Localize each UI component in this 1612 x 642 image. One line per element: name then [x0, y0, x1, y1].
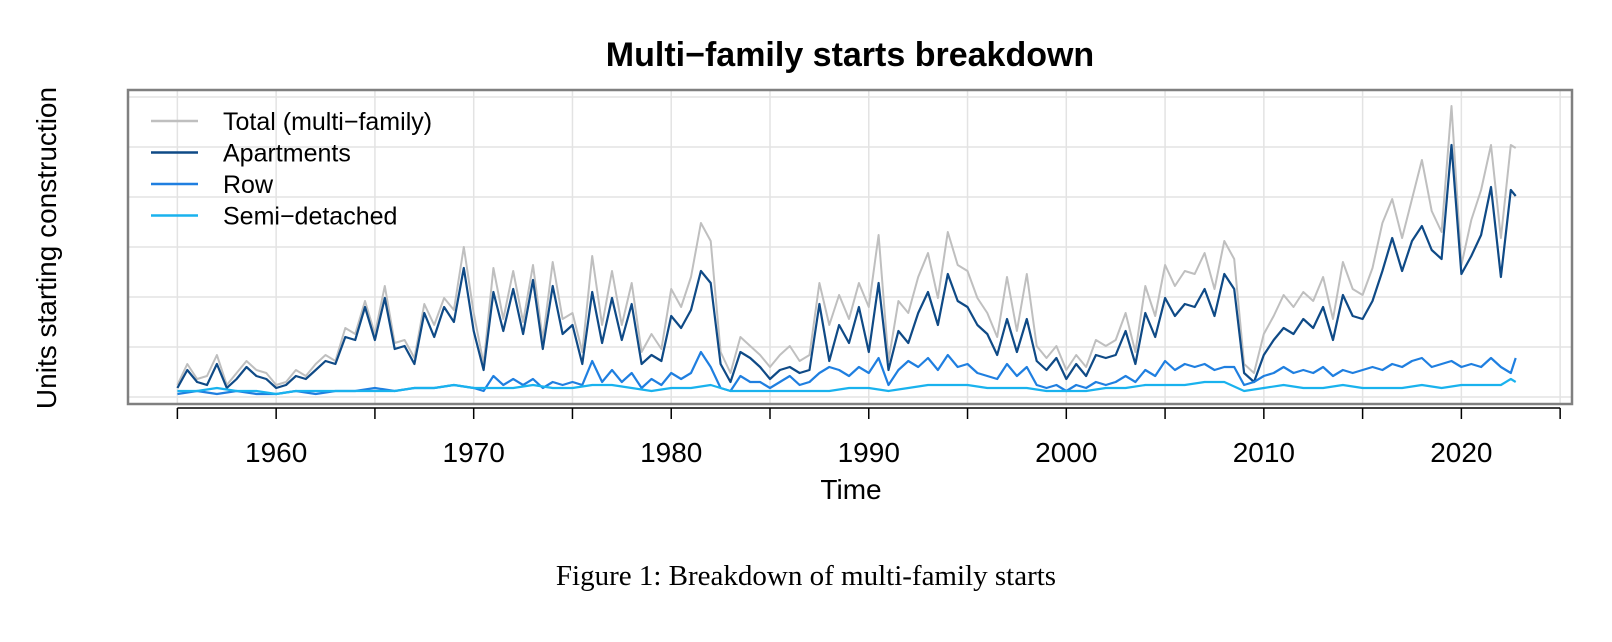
x-axis-ticks: 1960 1970 1980 1990 2000 2010 2020 [176, 408, 1561, 468]
x-tick-label: 2020 [1430, 437, 1492, 468]
series-line-1 [176, 143, 1517, 390]
series-line-2 [177, 350, 1517, 396]
chart-title: Multi−family starts breakdown [606, 36, 1094, 74]
x-tick-label: 1990 [838, 437, 900, 468]
plot-frame [126, 88, 1574, 406]
y-axis-label: Units starting construction [31, 87, 62, 409]
x-axis-label: Time [820, 474, 881, 505]
legend-label: Apartments [223, 140, 351, 168]
grid-lines [128, 90, 1572, 404]
legend-label: Total (multi−family) [223, 108, 432, 136]
series-line-3 [177, 377, 1517, 396]
series-lines [176, 105, 1517, 396]
x-tick-label: 1960 [245, 437, 307, 468]
figure-caption: Figure 1: Breakdown of multi-family star… [556, 560, 1056, 592]
legend-label: Semi−detached [223, 203, 397, 231]
series-line-0 [176, 105, 1517, 386]
legend: Total (multi−family) Apartments Row Semi−de… [151, 108, 432, 231]
x-tick-label: 2000 [1035, 437, 1097, 468]
x-tick-label: 1980 [640, 437, 702, 468]
legend-label: Row [223, 171, 274, 199]
x-tick-label: 1970 [443, 437, 505, 468]
x-tick-label: 2010 [1233, 437, 1295, 468]
